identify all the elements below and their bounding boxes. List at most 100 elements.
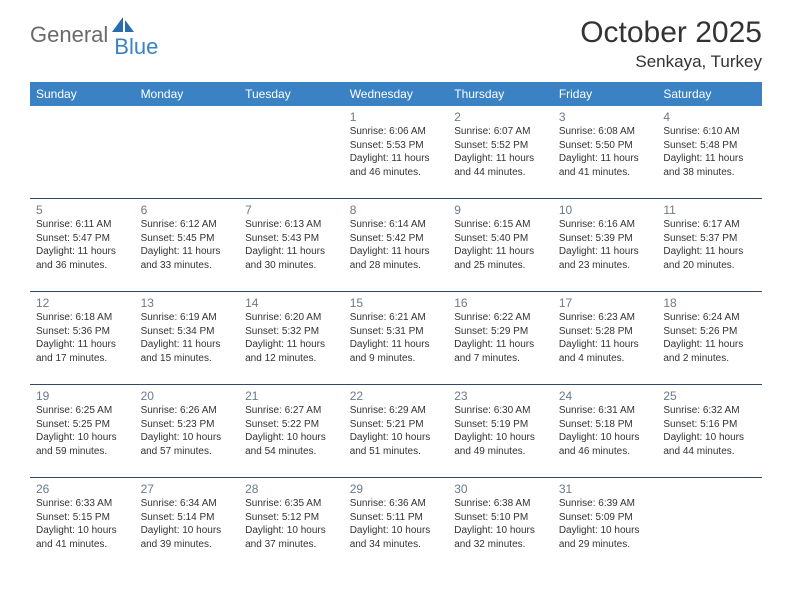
day-info: Sunrise: 6:32 AMSunset: 5:16 PMDaylight:… — [663, 404, 756, 458]
calendar-day-cell: 17Sunrise: 6:23 AMSunset: 5:28 PMDayligh… — [553, 292, 658, 385]
day-number: 31 — [559, 482, 652, 496]
day-number: 26 — [36, 482, 129, 496]
day-number: 28 — [245, 482, 338, 496]
day-info: Sunrise: 6:16 AMSunset: 5:39 PMDaylight:… — [559, 218, 652, 272]
weekday-header: Monday — [135, 82, 240, 106]
day-info: Sunrise: 6:36 AMSunset: 5:11 PMDaylight:… — [350, 497, 443, 551]
day-info: Sunrise: 6:35 AMSunset: 5:12 PMDaylight:… — [245, 497, 338, 551]
logo-text-general: General — [30, 22, 108, 48]
calendar-day-cell: 4Sunrise: 6:10 AMSunset: 5:48 PMDaylight… — [657, 106, 762, 199]
calendar-day-cell: 31Sunrise: 6:39 AMSunset: 5:09 PMDayligh… — [553, 478, 658, 571]
day-number: 23 — [454, 389, 547, 403]
day-info: Sunrise: 6:06 AMSunset: 5:53 PMDaylight:… — [350, 125, 443, 179]
calendar-day-cell: 12Sunrise: 6:18 AMSunset: 5:36 PMDayligh… — [30, 292, 135, 385]
title-block: October 2025 Senkaya, Turkey — [580, 16, 762, 72]
day-number: 29 — [350, 482, 443, 496]
day-info: Sunrise: 6:21 AMSunset: 5:31 PMDaylight:… — [350, 311, 443, 365]
calendar-day-cell: 23Sunrise: 6:30 AMSunset: 5:19 PMDayligh… — [448, 385, 553, 478]
weekday-header: Saturday — [657, 82, 762, 106]
day-info: Sunrise: 6:22 AMSunset: 5:29 PMDaylight:… — [454, 311, 547, 365]
calendar-week-row: 12Sunrise: 6:18 AMSunset: 5:36 PMDayligh… — [30, 292, 762, 385]
day-number: 7 — [245, 203, 338, 217]
day-info: Sunrise: 6:26 AMSunset: 5:23 PMDaylight:… — [141, 404, 234, 458]
day-info: Sunrise: 6:33 AMSunset: 5:15 PMDaylight:… — [36, 497, 129, 551]
weekday-header: Friday — [553, 82, 658, 106]
calendar-day-cell: 22Sunrise: 6:29 AMSunset: 5:21 PMDayligh… — [344, 385, 449, 478]
day-info: Sunrise: 6:39 AMSunset: 5:09 PMDaylight:… — [559, 497, 652, 551]
calendar-week-row: 1Sunrise: 6:06 AMSunset: 5:53 PMDaylight… — [30, 106, 762, 199]
calendar-day-cell: 5Sunrise: 6:11 AMSunset: 5:47 PMDaylight… — [30, 199, 135, 292]
day-number: 30 — [454, 482, 547, 496]
calendar-day-cell: 2Sunrise: 6:07 AMSunset: 5:52 PMDaylight… — [448, 106, 553, 199]
day-info: Sunrise: 6:25 AMSunset: 5:25 PMDaylight:… — [36, 404, 129, 458]
calendar-empty-cell — [30, 106, 135, 199]
day-info: Sunrise: 6:34 AMSunset: 5:14 PMDaylight:… — [141, 497, 234, 551]
weekday-header: Wednesday — [344, 82, 449, 106]
day-number: 20 — [141, 389, 234, 403]
weekday-header: Sunday — [30, 82, 135, 106]
day-number: 4 — [663, 110, 756, 124]
day-info: Sunrise: 6:20 AMSunset: 5:32 PMDaylight:… — [245, 311, 338, 365]
calendar-day-cell: 26Sunrise: 6:33 AMSunset: 5:15 PMDayligh… — [30, 478, 135, 571]
day-number: 24 — [559, 389, 652, 403]
day-number: 25 — [663, 389, 756, 403]
calendar-day-cell: 8Sunrise: 6:14 AMSunset: 5:42 PMDaylight… — [344, 199, 449, 292]
calendar-day-cell: 28Sunrise: 6:35 AMSunset: 5:12 PMDayligh… — [239, 478, 344, 571]
calendar-day-cell: 1Sunrise: 6:06 AMSunset: 5:53 PMDaylight… — [344, 106, 449, 199]
day-number: 27 — [141, 482, 234, 496]
calendar-page: General Blue October 2025 Senkaya, Turke… — [0, 0, 792, 570]
calendar-day-cell: 6Sunrise: 6:12 AMSunset: 5:45 PMDaylight… — [135, 199, 240, 292]
day-number: 9 — [454, 203, 547, 217]
calendar-week-row: 19Sunrise: 6:25 AMSunset: 5:25 PMDayligh… — [30, 385, 762, 478]
calendar-day-cell: 15Sunrise: 6:21 AMSunset: 5:31 PMDayligh… — [344, 292, 449, 385]
calendar-day-cell: 30Sunrise: 6:38 AMSunset: 5:10 PMDayligh… — [448, 478, 553, 571]
calendar-week-row: 26Sunrise: 6:33 AMSunset: 5:15 PMDayligh… — [30, 478, 762, 571]
calendar-day-cell: 24Sunrise: 6:31 AMSunset: 5:18 PMDayligh… — [553, 385, 658, 478]
calendar-day-cell: 3Sunrise: 6:08 AMSunset: 5:50 PMDaylight… — [553, 106, 658, 199]
day-info: Sunrise: 6:08 AMSunset: 5:50 PMDaylight:… — [559, 125, 652, 179]
day-number: 5 — [36, 203, 129, 217]
day-info: Sunrise: 6:11 AMSunset: 5:47 PMDaylight:… — [36, 218, 129, 272]
calendar-empty-cell — [239, 106, 344, 199]
page-title: October 2025 — [580, 16, 762, 50]
weekday-header: Tuesday — [239, 82, 344, 106]
day-number: 1 — [350, 110, 443, 124]
logo-text-blue: Blue — [114, 34, 158, 60]
day-info: Sunrise: 6:30 AMSunset: 5:19 PMDaylight:… — [454, 404, 547, 458]
day-info: Sunrise: 6:07 AMSunset: 5:52 PMDaylight:… — [454, 125, 547, 179]
day-number: 18 — [663, 296, 756, 310]
logo: General Blue — [30, 22, 180, 48]
day-info: Sunrise: 6:24 AMSunset: 5:26 PMDaylight:… — [663, 311, 756, 365]
day-info: Sunrise: 6:14 AMSunset: 5:42 PMDaylight:… — [350, 218, 443, 272]
day-number: 10 — [559, 203, 652, 217]
calendar-empty-cell — [135, 106, 240, 199]
calendar-day-cell: 11Sunrise: 6:17 AMSunset: 5:37 PMDayligh… — [657, 199, 762, 292]
day-number: 14 — [245, 296, 338, 310]
day-number: 19 — [36, 389, 129, 403]
day-info: Sunrise: 6:31 AMSunset: 5:18 PMDaylight:… — [559, 404, 652, 458]
day-number: 15 — [350, 296, 443, 310]
day-number: 12 — [36, 296, 129, 310]
page-header: General Blue October 2025 Senkaya, Turke… — [30, 16, 762, 72]
day-number: 16 — [454, 296, 547, 310]
calendar-day-cell: 18Sunrise: 6:24 AMSunset: 5:26 PMDayligh… — [657, 292, 762, 385]
calendar-day-cell: 29Sunrise: 6:36 AMSunset: 5:11 PMDayligh… — [344, 478, 449, 571]
day-info: Sunrise: 6:15 AMSunset: 5:40 PMDaylight:… — [454, 218, 547, 272]
day-info: Sunrise: 6:23 AMSunset: 5:28 PMDaylight:… — [559, 311, 652, 365]
day-number: 21 — [245, 389, 338, 403]
day-info: Sunrise: 6:38 AMSunset: 5:10 PMDaylight:… — [454, 497, 547, 551]
day-info: Sunrise: 6:27 AMSunset: 5:22 PMDaylight:… — [245, 404, 338, 458]
day-info: Sunrise: 6:13 AMSunset: 5:43 PMDaylight:… — [245, 218, 338, 272]
day-number: 17 — [559, 296, 652, 310]
calendar-day-cell: 21Sunrise: 6:27 AMSunset: 5:22 PMDayligh… — [239, 385, 344, 478]
day-number: 3 — [559, 110, 652, 124]
calendar-table: SundayMondayTuesdayWednesdayThursdayFrid… — [30, 82, 762, 570]
day-number: 2 — [454, 110, 547, 124]
day-number: 8 — [350, 203, 443, 217]
calendar-day-cell: 25Sunrise: 6:32 AMSunset: 5:16 PMDayligh… — [657, 385, 762, 478]
calendar-day-cell: 10Sunrise: 6:16 AMSunset: 5:39 PMDayligh… — [553, 199, 658, 292]
day-number: 22 — [350, 389, 443, 403]
day-info: Sunrise: 6:17 AMSunset: 5:37 PMDaylight:… — [663, 218, 756, 272]
weekday-header: Thursday — [448, 82, 553, 106]
calendar-day-cell: 14Sunrise: 6:20 AMSunset: 5:32 PMDayligh… — [239, 292, 344, 385]
